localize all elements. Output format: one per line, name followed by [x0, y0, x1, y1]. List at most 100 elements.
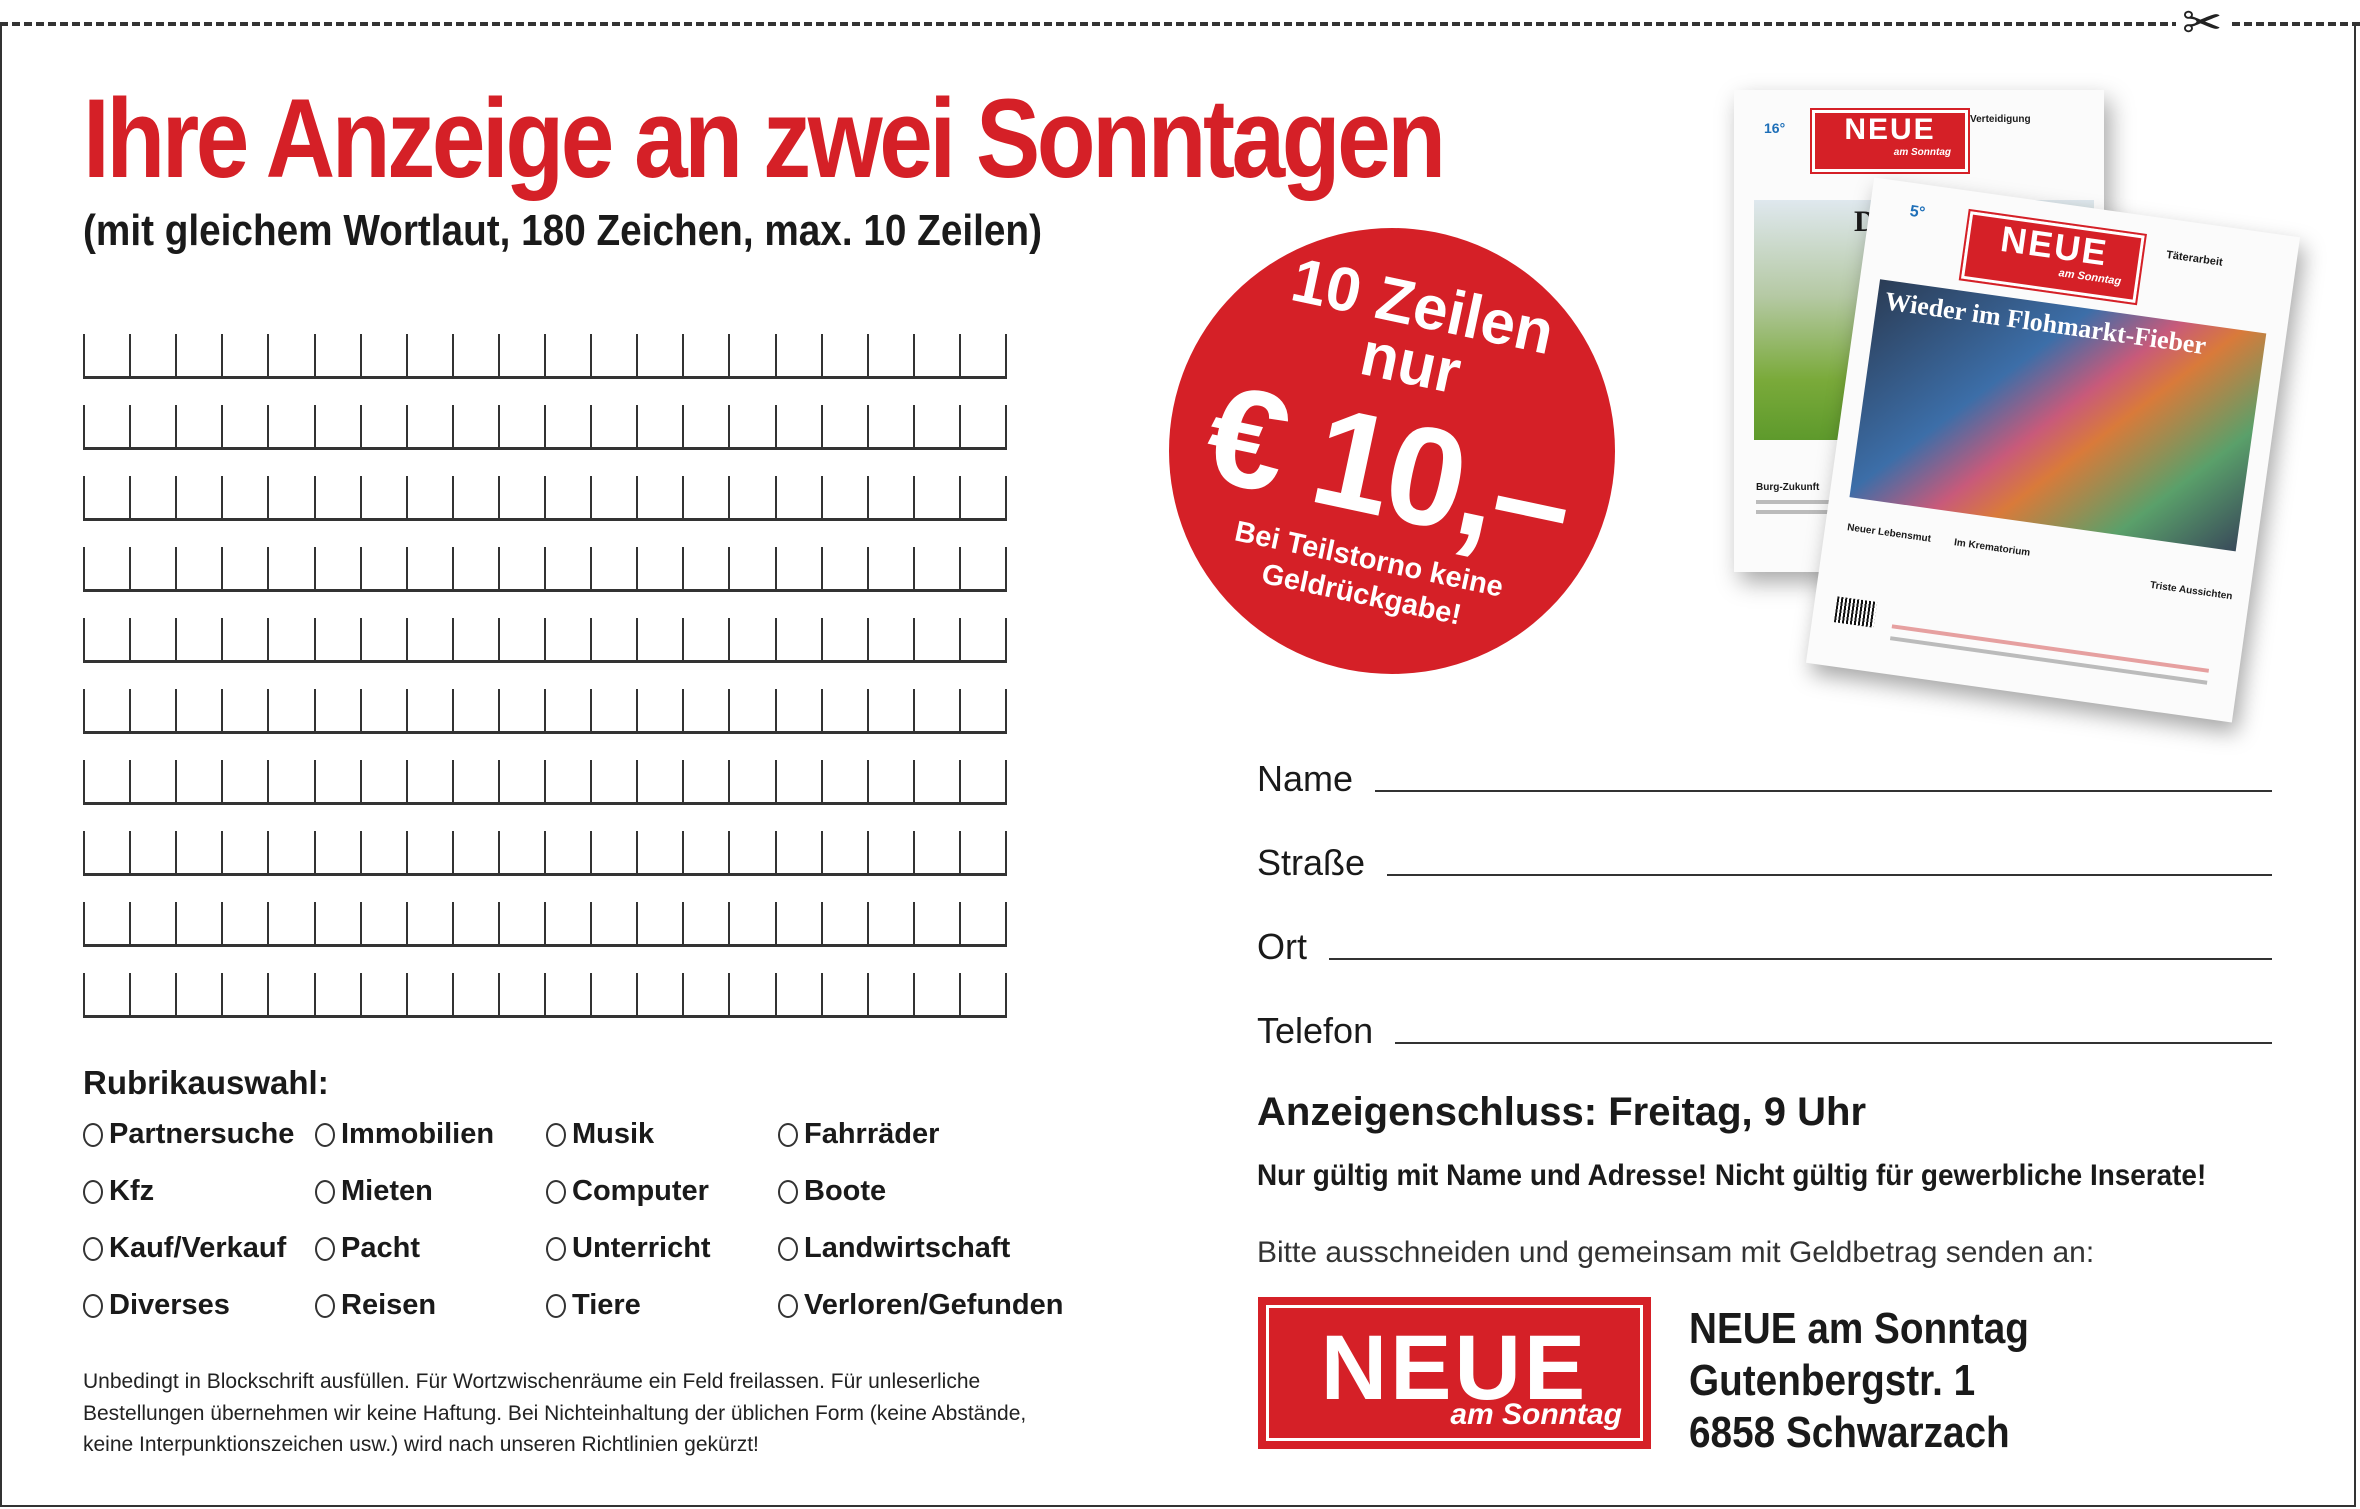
grid-row[interactable] [83, 760, 1007, 805]
address-line3: 6858 Schwarzach [1689, 1408, 2010, 1457]
grid-row[interactable] [83, 831, 1007, 876]
radio-circle-icon[interactable] [546, 1236, 566, 1261]
grid-cell-divider [313, 334, 316, 376]
category-option[interactable]: Diverses [83, 1289, 230, 1322]
grid-cell-divider [636, 973, 639, 1015]
grid-cell-divider [129, 902, 132, 944]
grid-cell-divider [451, 476, 454, 518]
radio-circle-icon[interactable] [778, 1293, 798, 1318]
grid-cell-divider [544, 760, 546, 802]
grid-cell-divider [958, 973, 961, 1015]
radio-circle-icon[interactable] [546, 1179, 566, 1204]
category-option[interactable]: Kfz [83, 1175, 154, 1208]
category-option[interactable]: Reisen [315, 1289, 436, 1322]
radio-circle-icon[interactable] [83, 1122, 103, 1147]
grid-cell-divider [774, 618, 777, 660]
radio-circle-icon[interactable] [315, 1122, 335, 1147]
grid-cell-divider [405, 618, 408, 660]
grid-cell-divider [451, 831, 454, 873]
radio-circle-icon[interactable] [778, 1179, 798, 1204]
grid-cell-divider [497, 618, 500, 660]
category-option-label: Musik [572, 1118, 655, 1150]
grid-cell-divider [590, 973, 593, 1015]
category-option[interactable]: Tiere [546, 1289, 641, 1322]
grid-cell-divider [820, 618, 823, 660]
grid-row[interactable] [83, 476, 1007, 521]
grid-cell-divider [774, 689, 777, 731]
category-option[interactable]: Partnersuche [83, 1118, 294, 1151]
grid-cell-divider [636, 760, 639, 802]
field-input-line[interactable] [1329, 958, 2272, 960]
grid-cell-divider [1005, 476, 1007, 518]
grid-cell-divider [1005, 689, 1007, 731]
grid-cell-divider [313, 547, 316, 589]
grid-row[interactable] [83, 547, 1007, 592]
category-option[interactable]: Unterricht [546, 1232, 711, 1265]
category-option[interactable]: Pacht [315, 1232, 420, 1265]
grid-row[interactable] [83, 902, 1007, 947]
category-option[interactable]: Verloren/Gefunden [778, 1289, 1063, 1322]
radio-circle-icon[interactable] [546, 1122, 566, 1147]
category-option[interactable]: Immobilien [315, 1118, 494, 1151]
grid-row[interactable] [83, 973, 1007, 1018]
grid-cell-divider [359, 334, 362, 376]
newspaper-back-masthead: NEUE am Sonntag [1810, 108, 1970, 174]
text-line [1889, 636, 2208, 685]
field-input-line[interactable] [1387, 874, 2272, 876]
radio-circle-icon[interactable] [83, 1179, 103, 1204]
grid-cell-divider [544, 476, 546, 518]
radio-circle-icon[interactable] [315, 1293, 335, 1318]
grid-cell-divider [682, 973, 685, 1015]
radio-circle-icon[interactable] [315, 1236, 335, 1261]
address-line2: Gutenbergstr. 1 [1689, 1356, 1976, 1405]
grid-cell-divider [129, 689, 132, 731]
grid-cell-divider [866, 547, 869, 589]
grid-cell-divider [866, 334, 869, 376]
grid-cell-divider [175, 831, 178, 873]
grid-cell-divider [958, 760, 961, 802]
category-option[interactable]: Landwirtschaft [778, 1232, 1010, 1265]
category-option[interactable]: Musik [546, 1118, 654, 1151]
grid-cell-divider [590, 547, 593, 589]
grid-cell-divider [682, 476, 685, 518]
text-line [1756, 510, 1846, 514]
category-option[interactable]: Mieten [315, 1175, 433, 1208]
grid-row[interactable] [83, 405, 1007, 450]
category-option-label: Unterricht [572, 1232, 711, 1264]
grid-row[interactable] [83, 334, 1007, 379]
grid-cell-divider [267, 405, 270, 447]
category-option[interactable]: Boote [778, 1175, 886, 1208]
grid-cell-divider [590, 334, 593, 376]
field-input-line[interactable] [1375, 790, 2272, 792]
category-option[interactable]: Computer [546, 1175, 709, 1208]
grid-cell-divider [820, 689, 823, 731]
grid-cell-divider [405, 973, 408, 1015]
radio-circle-icon[interactable] [778, 1236, 798, 1261]
category-option-label: Boote [804, 1175, 887, 1207]
field-label: Telefon [1257, 1010, 1374, 1051]
grid-cell-divider [221, 973, 224, 1015]
grid-cell-divider [866, 405, 869, 447]
radio-circle-icon[interactable] [315, 1179, 335, 1204]
radio-circle-icon[interactable] [83, 1236, 103, 1261]
grid-cell-divider [497, 902, 500, 944]
grid-cell-divider [544, 405, 546, 447]
grid-cell-divider [313, 618, 316, 660]
radio-circle-icon[interactable] [83, 1293, 103, 1318]
grid-row[interactable] [83, 618, 1007, 663]
category-option[interactable]: Kauf/Verkauf [83, 1232, 286, 1265]
grid-cell-divider [313, 405, 316, 447]
category-option[interactable]: Fahrräder [778, 1118, 939, 1151]
grid-cell-divider [451, 405, 454, 447]
grid-cell-divider [175, 902, 178, 944]
grid-row[interactable] [83, 689, 1007, 734]
grid-cell-divider [267, 760, 270, 802]
grid-cell-divider [1005, 760, 1007, 802]
radio-circle-icon[interactable] [546, 1293, 566, 1318]
grid-cell-divider [313, 831, 316, 873]
grid-cell-divider [83, 760, 85, 802]
radio-circle-icon[interactable] [778, 1122, 798, 1147]
logo-name: NEUE [1320, 1317, 1589, 1419]
field-input-line[interactable] [1395, 1042, 2272, 1044]
grid-cell-divider [83, 476, 85, 518]
